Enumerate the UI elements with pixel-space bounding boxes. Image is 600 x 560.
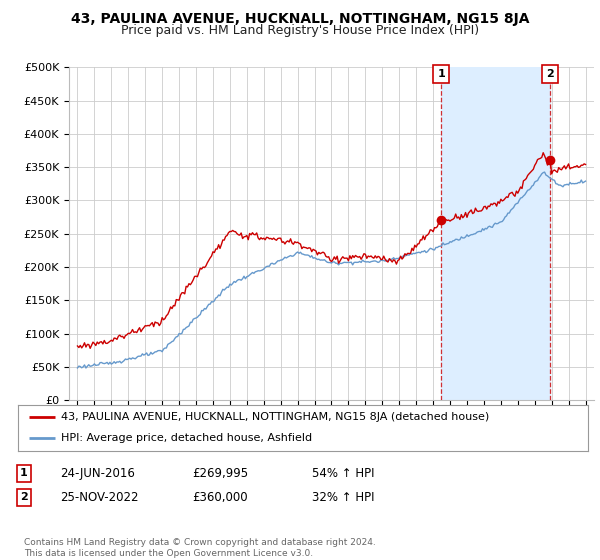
Text: 1: 1	[20, 468, 28, 478]
Text: 24-JUN-2016: 24-JUN-2016	[60, 466, 135, 480]
Text: HPI: Average price, detached house, Ashfield: HPI: Average price, detached house, Ashf…	[61, 433, 312, 444]
Text: £360,000: £360,000	[192, 491, 248, 504]
Text: £269,995: £269,995	[192, 466, 248, 480]
Bar	[441, 67, 550, 400]
Text: Price paid vs. HM Land Registry's House Price Index (HPI): Price paid vs. HM Land Registry's House …	[121, 24, 479, 36]
Text: 43, PAULINA AVENUE, HUCKNALL, NOTTINGHAM, NG15 8JA (detached house): 43, PAULINA AVENUE, HUCKNALL, NOTTINGHAM…	[61, 412, 489, 422]
Text: 43, PAULINA AVENUE, HUCKNALL, NOTTINGHAM, NG15 8JA: 43, PAULINA AVENUE, HUCKNALL, NOTTINGHAM…	[71, 12, 529, 26]
Text: 32% ↑ HPI: 32% ↑ HPI	[312, 491, 374, 504]
Text: Contains HM Land Registry data © Crown copyright and database right 2024.
This d: Contains HM Land Registry data © Crown c…	[24, 538, 376, 558]
Text: 1: 1	[437, 69, 445, 79]
Text: 2: 2	[546, 69, 554, 79]
Text: 54% ↑ HPI: 54% ↑ HPI	[312, 466, 374, 480]
Text: 2: 2	[20, 492, 28, 502]
Text: 25-NOV-2022: 25-NOV-2022	[60, 491, 139, 504]
